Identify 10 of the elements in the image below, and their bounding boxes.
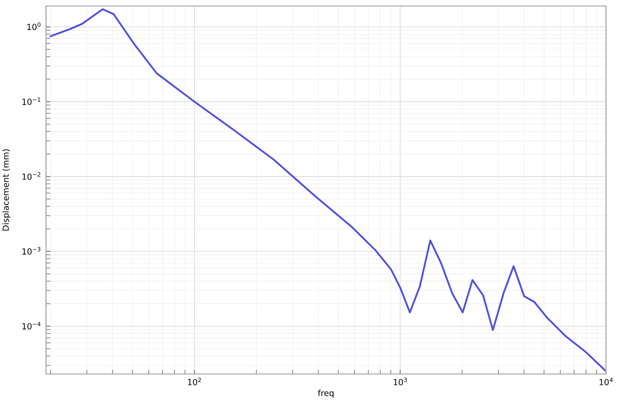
- x-axis-title: freq: [318, 390, 334, 398]
- y-tick-label: 10$^{−2}$: [22, 172, 40, 180]
- x-tick-label: 10$^{2}$: [188, 378, 201, 386]
- y-axis-title: Displacement (mm): [2, 149, 10, 231]
- y-tick-label: 10$^{−1}$: [22, 97, 40, 105]
- y-tick-label: 10$^{0}$: [27, 22, 40, 30]
- x-tick-label: 10$^{3}$: [394, 378, 407, 386]
- y-tick-label: 10$^{−4}$: [22, 322, 41, 330]
- x-tick-label: 10$^{4}$: [600, 378, 613, 386]
- y-tick-label: 10$^{−3}$: [22, 246, 40, 255]
